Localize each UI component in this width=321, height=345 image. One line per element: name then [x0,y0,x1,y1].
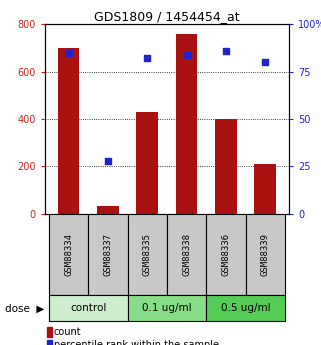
Bar [47,340,52,345]
Bar [246,214,285,295]
Bar [49,214,88,295]
Bar [47,327,52,337]
Bar [255,164,276,214]
Bar [167,214,206,295]
Text: GSM88336: GSM88336 [221,233,230,276]
Text: GSM88335: GSM88335 [143,233,152,276]
Bar [49,295,127,322]
Point [184,52,189,57]
Point [66,50,71,56]
Bar [206,214,246,295]
Point [223,48,229,53]
Point [263,59,268,65]
Point [105,158,110,164]
Bar [215,119,237,214]
Text: GSM88334: GSM88334 [64,233,73,276]
Text: 0.1 ug/ml: 0.1 ug/ml [142,303,192,313]
Text: GSM88338: GSM88338 [182,233,191,276]
Text: GSM88337: GSM88337 [103,233,112,276]
Bar [127,214,167,295]
Text: 0.5 ug/ml: 0.5 ug/ml [221,303,270,313]
Text: count: count [54,327,81,337]
Bar [136,112,158,214]
Bar [206,295,285,322]
Point [145,56,150,61]
Bar [176,34,197,214]
Text: percentile rank within the sample: percentile rank within the sample [54,340,219,345]
Text: dose  ▶: dose ▶ [5,303,44,313]
Text: GSM88339: GSM88339 [261,233,270,276]
Title: GDS1809 / 1454454_at: GDS1809 / 1454454_at [94,10,240,23]
Bar [88,214,127,295]
Bar [97,206,119,214]
Bar [127,295,206,322]
Text: control: control [70,303,106,313]
Bar [58,48,79,214]
